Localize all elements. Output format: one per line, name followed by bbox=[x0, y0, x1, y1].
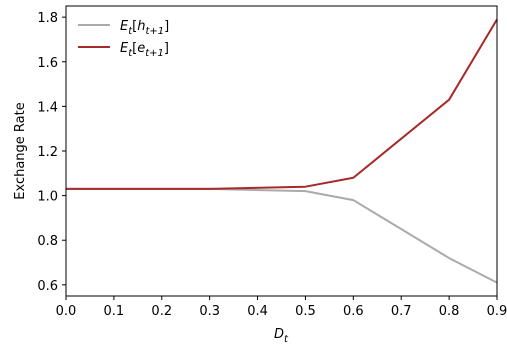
x-tick-label: 0.6 bbox=[343, 304, 364, 319]
series-line-h bbox=[66, 187, 498, 284]
y-tick-label: 1.8 bbox=[37, 11, 58, 26]
x-tick-label: 0.1 bbox=[104, 304, 125, 319]
x-tick-label: 0.7 bbox=[391, 304, 412, 319]
x-tick-label: 0.8 bbox=[439, 304, 460, 319]
legend-label-e: Et[et+1] bbox=[120, 41, 169, 59]
x-tick-label: 0.9 bbox=[487, 304, 507, 319]
y-tick-label: 0.8 bbox=[37, 234, 58, 249]
y-tick-label: 0.6 bbox=[37, 279, 58, 294]
x-axis-label-main: D bbox=[274, 327, 284, 342]
y-axis: 0.6 0.8 1.0 1.2 1.4 1.6 1.8 bbox=[37, 11, 66, 294]
y-tick-label: 1.6 bbox=[37, 56, 58, 71]
legend: Et[ht+1] Et[et+1] bbox=[78, 19, 169, 59]
y-tick-label: 1.4 bbox=[37, 100, 58, 115]
legend-label-h: Et[ht+1] bbox=[120, 19, 169, 37]
x-axis-label: Dt bbox=[274, 327, 289, 345]
x-tick-label: 0.3 bbox=[199, 304, 220, 319]
x-tick-label: 0.0 bbox=[56, 304, 77, 319]
x-tick-label: 0.4 bbox=[247, 304, 268, 319]
y-axis-label: Exchange Rate bbox=[13, 102, 28, 199]
series-line-e bbox=[66, 18, 498, 190]
x-axis: 0.0 0.1 0.2 0.3 0.4 0.5 0.6 0.7 0.8 0.9 bbox=[56, 296, 507, 319]
series-layer bbox=[66, 18, 498, 284]
y-tick-label: 1.0 bbox=[37, 190, 58, 205]
x-tick-label: 0.2 bbox=[151, 304, 172, 319]
x-axis-label-sub: t bbox=[284, 334, 289, 345]
y-tick-label: 1.2 bbox=[37, 145, 58, 160]
x-tick-label: 0.5 bbox=[295, 304, 316, 319]
